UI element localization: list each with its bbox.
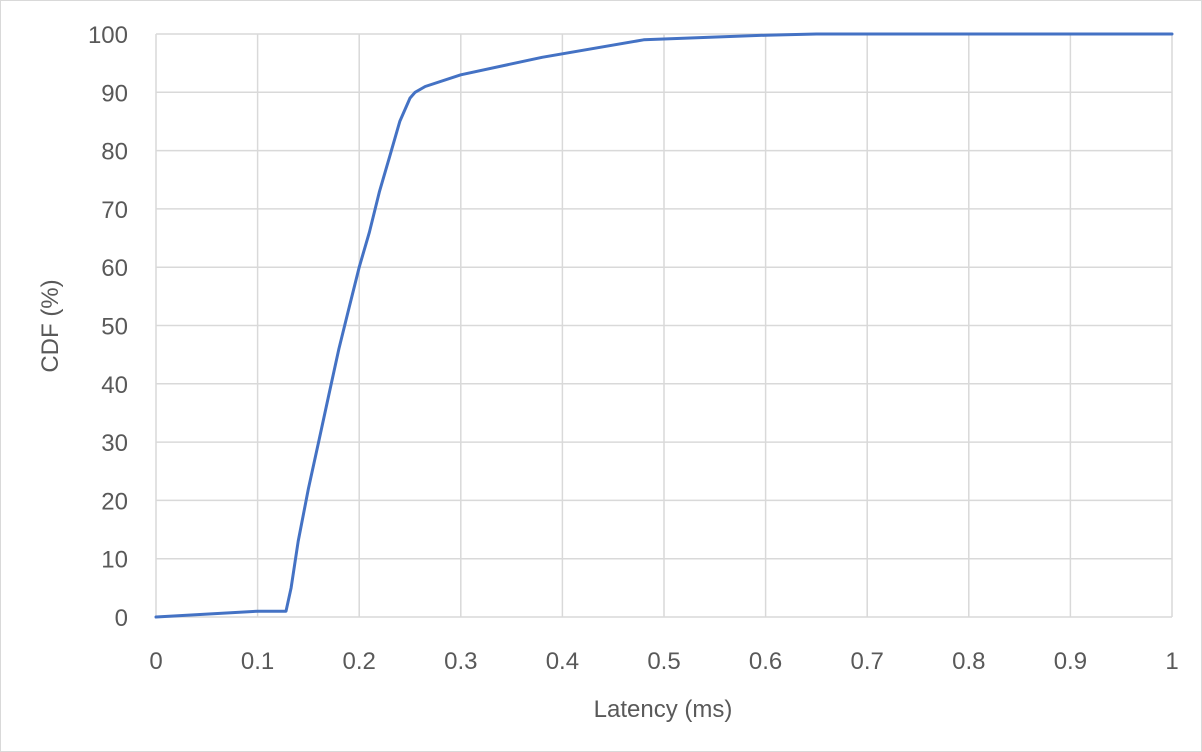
y-tick-label: 0: [115, 605, 128, 632]
series-layer: [154, 32, 1174, 619]
y-axis-title: CDF (%): [37, 279, 64, 372]
x-axis-title: Latency (ms): [594, 696, 733, 723]
x-tick-label: 0.6: [749, 648, 782, 675]
x-tick-label: 0.4: [546, 648, 579, 675]
x-tick-label: 0.2: [343, 648, 376, 675]
y-tick-label: 40: [101, 372, 128, 399]
y-tick-label: 50: [101, 314, 128, 341]
x-tick-label: 0.5: [647, 648, 680, 675]
x-tick-label: 0.7: [851, 648, 884, 675]
y-tick-label: 10: [101, 547, 128, 574]
y-tick-label: 30: [101, 430, 128, 457]
y-tick-label: 90: [101, 80, 128, 107]
x-tick-label: 0.3: [444, 648, 477, 675]
x-tick-labels: 0 0.1 0.2 0.3 0.4 0.5 0.6 0.7 0.8 0.9 1: [149, 648, 1178, 675]
y-tick-label: 100: [88, 22, 128, 49]
x-tick-label: 1: [1165, 648, 1178, 675]
y-tick-labels: 0 10 20 30 40 50 60 70 80 90 100: [88, 22, 128, 632]
x-tick-label: 0.8: [952, 648, 985, 675]
x-tick-label: 0.9: [1054, 648, 1087, 675]
y-tick-label: 60: [101, 255, 128, 282]
y-tick-label: 80: [101, 139, 128, 166]
y-tick-label: 20: [101, 488, 128, 515]
gridlines: [155, 33, 1173, 618]
y-tick-label: 70: [101, 197, 128, 224]
cdf-series-line-0: [154, 32, 1174, 619]
x-tick-label: 0.1: [241, 648, 274, 675]
x-tick-label: 0: [149, 648, 162, 675]
